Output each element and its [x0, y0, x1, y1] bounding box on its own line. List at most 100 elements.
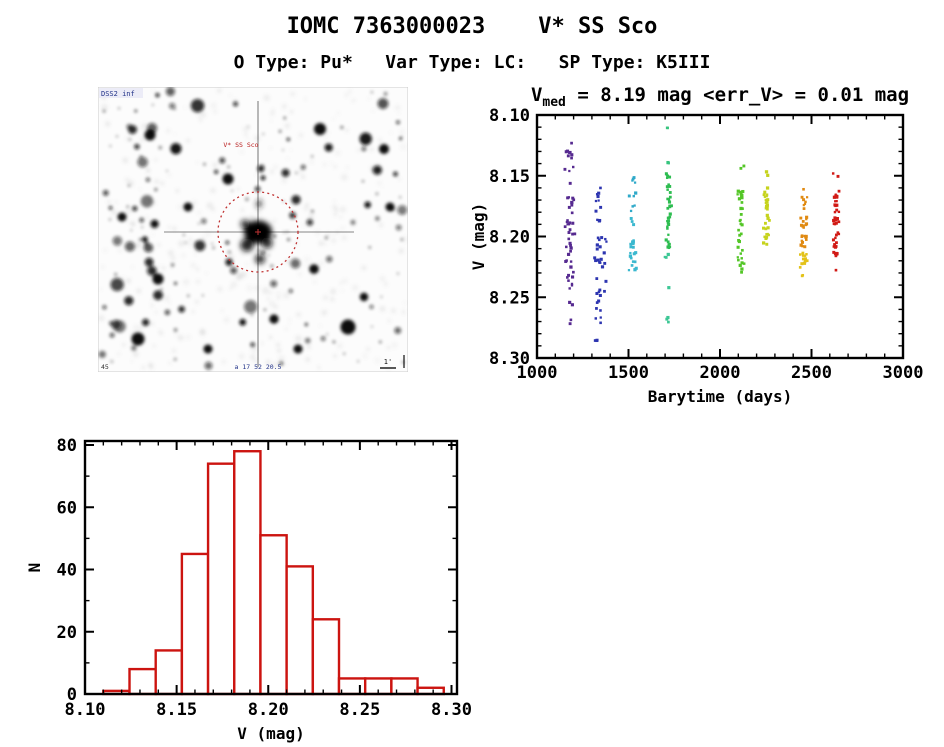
data-point: [566, 252, 571, 256]
y-tick-label: 8.20: [489, 228, 530, 248]
data-point: [739, 212, 743, 216]
data-point: [739, 190, 742, 194]
data-point: [568, 169, 571, 173]
data-point: [629, 256, 633, 260]
data-point: [739, 252, 743, 255]
data-point: [741, 248, 744, 252]
y-axis-label: V (mag): [469, 203, 488, 270]
data-point: [737, 239, 741, 242]
data-point: [667, 183, 670, 186]
data-point: [800, 240, 805, 244]
data-point: [629, 216, 633, 220]
data-point: [666, 219, 669, 223]
data-point: [633, 181, 637, 184]
data-point: [738, 233, 742, 237]
data-point: [596, 194, 600, 199]
data-point: [634, 266, 638, 270]
data-point: [765, 193, 769, 197]
data-point: [805, 259, 809, 263]
data-point: [667, 200, 672, 204]
data-point: [834, 236, 837, 240]
x-tick-label: 8.10: [65, 700, 106, 720]
data-point: [740, 261, 744, 265]
data-point: [767, 233, 770, 237]
data-point: [667, 320, 670, 324]
y-tick-label: 0: [67, 685, 77, 705]
data-point: [566, 276, 569, 279]
survey-label: DSS2 inf: [101, 90, 135, 98]
coordinates-label: a 17 52 20.5: [235, 363, 282, 371]
data-point: [629, 242, 633, 246]
data-point: [632, 223, 636, 227]
data-point: [802, 187, 805, 191]
data-point: [567, 273, 571, 277]
data-point: [568, 241, 572, 245]
data-point: [566, 196, 570, 200]
data-point: [804, 234, 808, 238]
data-point: [761, 241, 766, 245]
data-point: [668, 205, 672, 209]
data-point: [667, 286, 671, 290]
data-point: [666, 175, 670, 178]
data-point: [597, 299, 601, 303]
x-axis-label: Barytime (days): [648, 387, 793, 406]
data-point: [666, 219, 671, 223]
data-point: [567, 231, 571, 234]
data-point: [599, 257, 603, 261]
data-point: [568, 300, 572, 304]
data-point: [799, 216, 803, 220]
data-point: [768, 219, 771, 222]
data-point: [603, 289, 606, 293]
x-tick-label: 2000: [700, 363, 741, 383]
x-tick-label: 2500: [791, 363, 832, 383]
y-tick-label: 8.25: [489, 288, 530, 308]
corner-label: 45: [101, 363, 109, 371]
data-point: [802, 204, 805, 207]
data-point: [665, 317, 669, 321]
page-title: IOMC 7363000023 V* SS Sco: [286, 14, 658, 39]
data-point: [765, 233, 768, 236]
data-point: [800, 262, 804, 266]
data-point: [667, 198, 671, 201]
scatter-points: [563, 126, 841, 343]
data-point: [573, 232, 577, 236]
y-tick-label: 40: [57, 561, 77, 581]
data-point: [800, 239, 803, 242]
data-point: [570, 153, 574, 157]
x-tick-label: 1000: [517, 363, 558, 383]
data-point: [570, 303, 574, 307]
histogram-bar: [285, 565, 315, 696]
data-point: [836, 231, 840, 234]
data-point: [804, 222, 809, 226]
data-point: [632, 176, 636, 180]
data-point: [801, 251, 805, 255]
data-point: [837, 220, 841, 224]
data-point: [668, 212, 672, 216]
data-point: [834, 221, 838, 225]
data-point: [800, 274, 804, 278]
data-point: [742, 262, 746, 265]
data-point: [599, 261, 602, 264]
histogram-bar: [390, 677, 419, 696]
field-stars: [98, 87, 408, 370]
data-point: [764, 198, 767, 202]
data-point: [764, 170, 769, 174]
data-point: [833, 245, 837, 249]
data-point: [764, 227, 768, 231]
data-point: [595, 193, 599, 196]
data-point: [569, 318, 573, 322]
data-point: [570, 275, 575, 279]
x-tick-label: 8.15: [156, 700, 197, 720]
data-point: [666, 315, 670, 320]
data-point: [569, 265, 573, 269]
data-point: [572, 165, 575, 169]
data-point: [740, 201, 744, 204]
data-point: [740, 257, 743, 260]
data-point: [595, 247, 599, 251]
data-point: [565, 245, 568, 249]
data-point: [801, 220, 805, 223]
histogram-bar: [233, 450, 262, 696]
data-point: [802, 198, 806, 202]
data-point: [631, 240, 635, 244]
data-point: [835, 241, 838, 245]
